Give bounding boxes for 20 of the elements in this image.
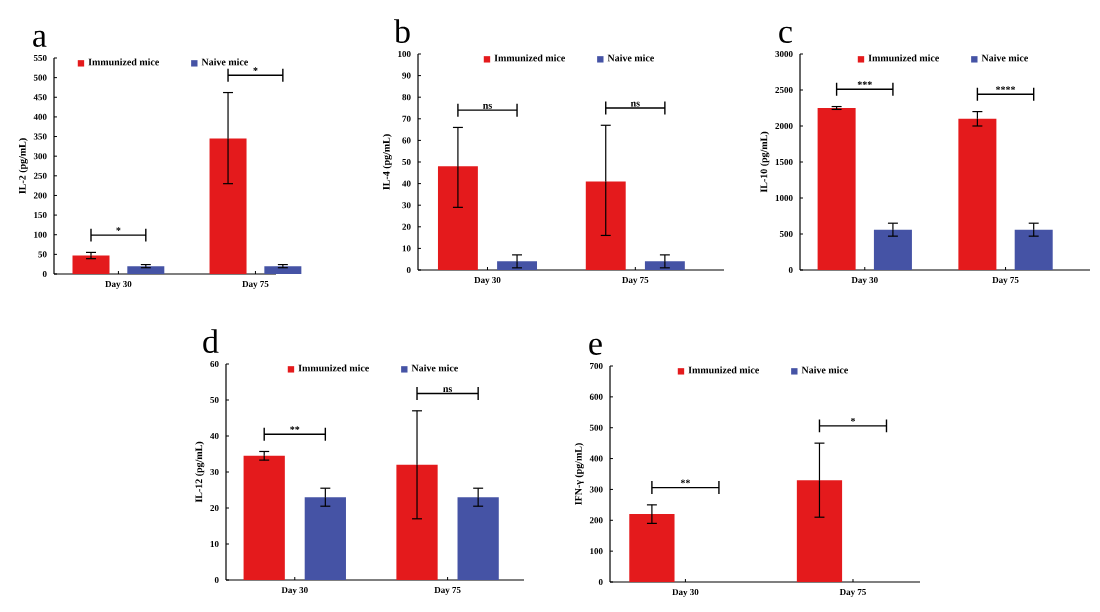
chart-title: e <box>589 338 602 355</box>
bar <box>264 266 302 274</box>
bar <box>644 261 685 270</box>
bar <box>209 138 247 274</box>
bar <box>127 266 165 274</box>
bar <box>817 108 856 270</box>
chart-title: a <box>33 30 47 47</box>
chart-title: d <box>203 329 219 353</box>
bar <box>437 166 478 270</box>
bar <box>873 229 912 270</box>
bar <box>958 118 997 270</box>
bar <box>497 261 538 270</box>
bar <box>396 464 438 580</box>
bar <box>1014 229 1053 270</box>
bar <box>304 497 346 580</box>
chart-title: c <box>779 26 792 43</box>
chart-title: b <box>394 19 410 43</box>
bar <box>457 497 499 580</box>
bar <box>72 255 110 274</box>
bar <box>243 455 285 580</box>
